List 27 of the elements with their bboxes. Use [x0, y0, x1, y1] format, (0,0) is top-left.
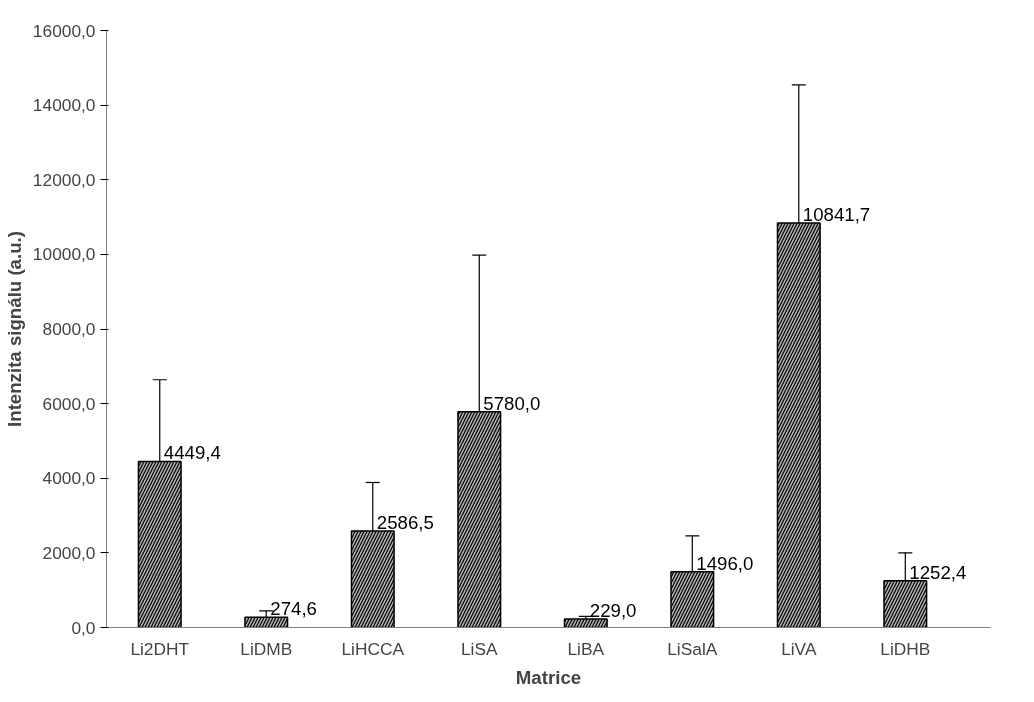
data-label: 274,6 — [270, 598, 317, 620]
x-tick-label: LiDMB — [240, 638, 293, 659]
y-tick-label: 2000,0 — [42, 542, 96, 563]
data-label: 2586,5 — [376, 511, 434, 533]
y-axis-title: Intenzita signálu (a.u.) — [3, 231, 25, 427]
x-tick-label: LiHCCA — [341, 638, 405, 659]
x-tick-label: LiDHB — [880, 638, 931, 659]
data-label: 1496,0 — [696, 552, 754, 574]
data-label: 229,0 — [589, 599, 637, 621]
data-label: 10841,7 — [802, 203, 871, 225]
y-tick-label: 6000,0 — [42, 393, 96, 414]
x-tick-label: LiBA — [567, 638, 605, 659]
data-label: 5780,0 — [483, 392, 541, 414]
x-tick-label: LiSA — [460, 638, 499, 659]
x-tick-label: LiSalA — [667, 638, 718, 659]
y-tick-label: 4000,0 — [42, 468, 96, 489]
x-tick-label: LiVA — [781, 638, 817, 659]
x-axis-title: Matrice — [515, 666, 582, 688]
y-tick-label: 10000,0 — [32, 244, 96, 265]
data-label: 1252,4 — [909, 561, 967, 583]
y-tick-label: 8000,0 — [42, 319, 96, 339]
y-tick-label: 16000,0 — [32, 20, 96, 41]
y-tick-label: 14000,0 — [32, 95, 96, 116]
y-tick-label: 0,0 — [71, 617, 96, 638]
x-tick-label: Li2DHT — [130, 638, 190, 659]
y-tick-label: 12000,0 — [32, 169, 96, 190]
data-label: 4449,4 — [163, 442, 221, 464]
